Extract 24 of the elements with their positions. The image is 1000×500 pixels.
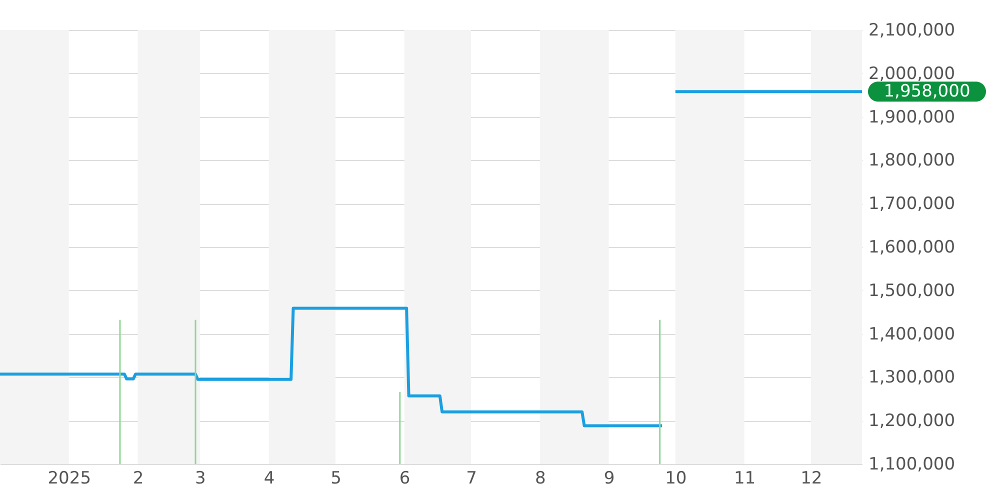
x-tick-label: 2 [132, 468, 144, 488]
y-tick-label: 2,100,000 [868, 20, 956, 40]
x-tick-label: 2025 [48, 468, 92, 488]
y-tick-label: 1,800,000 [868, 150, 956, 171]
y-tick-label: 1,400,000 [868, 324, 956, 344]
x-tick-label: 3 [195, 468, 206, 488]
y-tick-label: 1,500,000 [868, 280, 956, 301]
x-tick-label: 6 [399, 468, 410, 488]
annotation: 1,958,000 [884, 82, 970, 102]
x-tick-label: 7 [466, 468, 477, 488]
y-tick-label: 2,000,000 [868, 64, 956, 84]
x-tick-label: 10 [665, 468, 687, 488]
x-tick-label: 12 [800, 468, 822, 488]
y-tick-label: 1,300,000 [868, 368, 956, 388]
y-tick-label: 1,100,000 [868, 454, 956, 474]
x-tick-label: 4 [264, 468, 275, 488]
y-tick-label: 1,900,000 [868, 107, 956, 128]
y-tick-label: 1,700,000 [868, 194, 956, 214]
x-tick-label: 11 [734, 468, 756, 488]
x-tick-label: 5 [330, 468, 342, 488]
y-tick-label: 1,200,000 [868, 411, 956, 432]
x-tick-label: 9 [604, 468, 615, 488]
y-tick-label: 1,600,000 [868, 238, 956, 258]
x-tick-label: 8 [534, 468, 546, 488]
